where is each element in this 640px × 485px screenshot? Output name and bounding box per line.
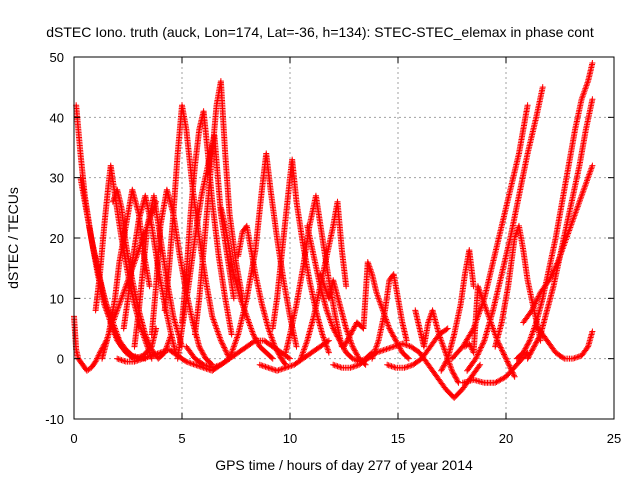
chart-root: 0510152025 -1001020304050 dSTEC Iono. tr… xyxy=(0,0,640,480)
dstec-scatter-chart: 0510152025 -1001020304050 dSTEC Iono. tr… xyxy=(0,0,640,480)
